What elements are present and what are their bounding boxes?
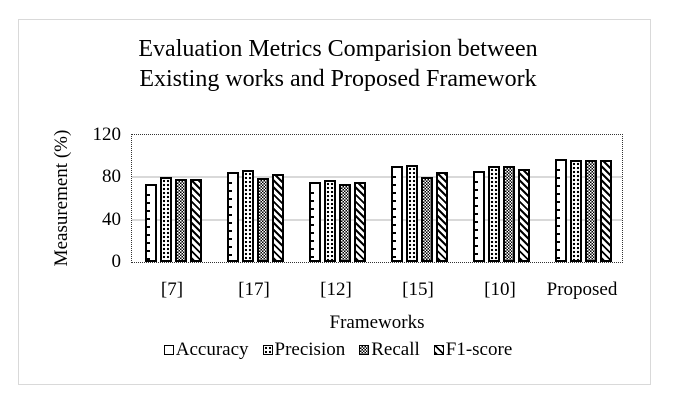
legend-item: Accuracy	[163, 339, 249, 361]
bar-recall	[338, 184, 351, 262]
bar-accuracy	[554, 158, 567, 262]
bar-f1-score	[271, 173, 284, 262]
bar-precision	[405, 165, 418, 262]
bar-precision	[241, 169, 254, 262]
bar-f1-score	[353, 182, 366, 262]
bar-accuracy	[226, 171, 239, 262]
bar-precision	[569, 160, 582, 262]
bar-f1-score	[189, 179, 202, 262]
bar-precision	[159, 177, 172, 262]
bar-accuracy	[472, 170, 485, 262]
legend-item: F1-score	[433, 339, 513, 361]
y-tick-label: 80	[102, 166, 121, 187]
y-tick-label: 120	[92, 123, 122, 145]
chart-title-line-2: Existing works and Proposed Framework	[139, 66, 537, 92]
legend-item: Precision	[262, 339, 346, 361]
legend-label: Recall	[371, 339, 420, 360]
gridline	[132, 176, 622, 178]
bar-recall	[256, 178, 269, 262]
x-tick-label: [12]	[320, 279, 352, 300]
x-tick-label: [15]	[402, 279, 434, 300]
legend-label: Accuracy	[175, 339, 249, 360]
legend-swatch-icon	[433, 345, 444, 355]
x-tick-label: [10]	[484, 279, 516, 300]
bar-precision	[487, 166, 500, 262]
y-axis-label: Measurement (%)	[51, 129, 72, 267]
legend-item: Recall	[359, 339, 420, 361]
bar-f1-score	[517, 168, 530, 262]
legend-label: Precision	[274, 339, 346, 360]
x-tick-label: Proposed	[546, 279, 618, 300]
chart-title: Evaluation Metrics Comparision between E…	[0, 34, 676, 94]
bar-recall	[584, 160, 597, 262]
x-tick-label: [7]	[160, 279, 184, 300]
bar-precision	[323, 180, 336, 262]
bar-recall	[420, 177, 433, 262]
gridline	[132, 218, 622, 221]
bar-accuracy	[144, 184, 157, 262]
plot-area	[131, 134, 623, 263]
y-tick-label: 0	[111, 251, 122, 272]
legend-label: F1-score	[445, 339, 513, 360]
x-axis-label: Frameworks	[329, 312, 425, 333]
legend-swatch-icon	[262, 345, 273, 355]
chart-title-line-1: Evaluation Metrics Comparision between	[138, 36, 538, 62]
x-tick-label: [17]	[238, 279, 270, 300]
bar-f1-score	[599, 160, 612, 262]
bar-recall	[502, 166, 515, 262]
bar-recall	[174, 179, 187, 262]
bar-accuracy	[308, 182, 321, 262]
bar-f1-score	[435, 171, 448, 262]
y-tick-label: 40	[102, 208, 121, 230]
bar-accuracy	[390, 166, 403, 262]
legend: Accuracy Precision Recall F1-score	[0, 339, 676, 361]
legend-swatch-icon	[163, 345, 174, 355]
legend-swatch-icon	[359, 345, 370, 355]
